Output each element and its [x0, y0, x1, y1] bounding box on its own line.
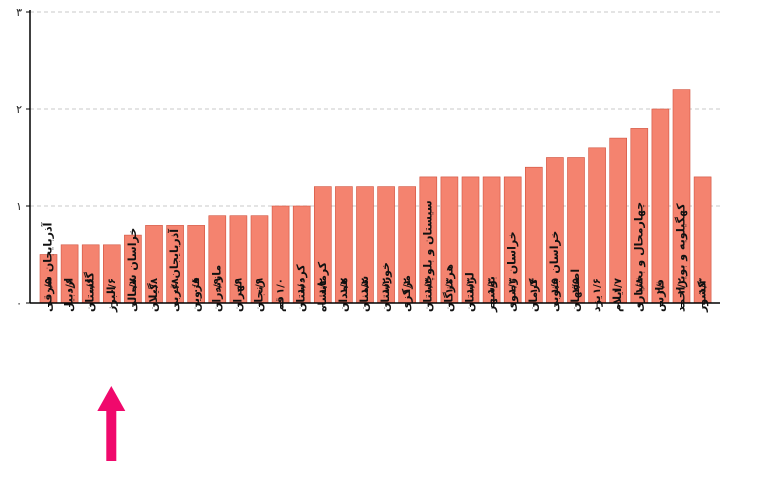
category-label: کشور — [696, 281, 709, 313]
y-tick-label: ۳ — [16, 6, 22, 19]
category-label: خراسان رضوی — [506, 231, 519, 312]
data-label: ۰/۵ — [44, 278, 55, 294]
category-label: اردبیل — [63, 278, 76, 312]
category-label: گلستان — [84, 271, 97, 312]
category-label: خراسان شمالی — [126, 228, 139, 312]
data-label: ۲/۰ — [655, 278, 666, 294]
category-label: سیستان و بلوچستان — [421, 200, 434, 312]
category-label: هرمزگان — [442, 264, 455, 312]
category-label: کرمانشاه — [316, 261, 329, 312]
data-label: ۱/۷ — [613, 278, 624, 294]
data-label: ۰/۶ — [86, 278, 97, 294]
category-label: همدان — [337, 277, 350, 312]
category-label: قم — [274, 296, 287, 312]
data-label: ۰/۹ — [255, 278, 266, 294]
arrow-shaft — [106, 408, 117, 461]
data-label: ۰/۹ — [212, 278, 223, 294]
category-label: سمنان — [358, 276, 371, 312]
category-label: کرمان — [527, 278, 540, 312]
y-tick-label: ۲ — [16, 103, 22, 116]
data-label: ۱/۲ — [381, 278, 392, 294]
category-label: خراسان جنوبی — [548, 231, 561, 312]
data-label: ۱/۵ — [550, 278, 561, 294]
data-label: ۰/۶ — [107, 278, 118, 294]
category-label: مازندران — [210, 265, 223, 312]
data-label: ۱/۸ — [634, 278, 645, 294]
category-label: آذربایجان غربی — [167, 229, 181, 312]
data-label: ۱/۳ — [466, 278, 477, 294]
bar — [651, 108, 670, 304]
data-label: ۱/۵ — [571, 278, 582, 294]
data-label: ۱/۳ — [444, 278, 455, 294]
category-label: چهارمحال و بختیاری — [632, 202, 645, 312]
x-axis — [30, 302, 720, 307]
data-label: ۱/۳ — [487, 278, 498, 294]
data-label: ۰/۹ — [233, 278, 244, 294]
category-label: آذربایجان شرقی — [41, 222, 55, 312]
data-label: ۱/۴ — [529, 278, 540, 294]
data-label: ۰/۷ — [128, 278, 139, 294]
category-label: بوشهر — [485, 276, 498, 313]
data-label: ۰/۸ — [149, 278, 160, 294]
category-label: اصفهان — [569, 269, 582, 312]
category-label: کهگیلویه و بویراحمد — [675, 203, 688, 312]
data-label: ۱/۳ — [698, 278, 709, 294]
data-label: ۱/۰ — [297, 278, 308, 294]
data-label: ۱/۳ — [423, 278, 434, 294]
data-label: ۰/۸ — [170, 278, 181, 294]
category-label: تهران — [231, 281, 244, 312]
data-label: ۱/۲ — [402, 278, 413, 294]
data-label: ۱/۲ — [339, 278, 350, 294]
category-label: فارس — [653, 279, 666, 312]
data-labels: ۰/۵ ۰/۶ ۰/۶ ۰/۶ ۰/۷ ۰/۸ ۰/۸ ۰/۸ ۰/۹ ۰/۹ ۰/۹ ۱/۰ ۱/۰ ۱… — [44, 278, 709, 294]
y-tick-label: ۱ — [16, 200, 22, 213]
category-label: قزوین — [189, 277, 202, 312]
annotation-arrow — [97, 386, 126, 461]
category-label: خوزستان — [379, 262, 392, 312]
y-tick-label: ۰ — [16, 297, 22, 310]
category-label: لرستان — [464, 272, 477, 312]
category-label: گیلان — [147, 283, 160, 312]
data-label: ۱/۰ — [276, 278, 287, 294]
category-label: مرکزی — [400, 275, 413, 312]
category-label: یزد — [590, 295, 603, 312]
data-label: ۱/۶ — [592, 278, 603, 294]
data-label: ۰/۶ — [65, 278, 76, 294]
arrow-head — [97, 386, 126, 411]
category-label: زنجان — [253, 280, 266, 312]
category-label: ایلام — [611, 288, 624, 312]
y-axis: ۰ ۱ ۲ ۳ — [16, 6, 31, 310]
data-label: ۱/۲ — [318, 278, 329, 294]
category-label: البرز — [105, 286, 118, 313]
bars — [39, 89, 712, 304]
category-labels: آذربایجان شرقی اردبیل گلستان البرز خراسان شم… — [41, 200, 709, 313]
category-label: کردستان — [295, 264, 308, 312]
data-label: ۱/۲ — [360, 278, 371, 294]
data-label: ۰/۸ — [191, 278, 202, 294]
data-label: ۲/۲ — [677, 278, 688, 294]
data-label: ۱/۳ — [508, 278, 519, 294]
